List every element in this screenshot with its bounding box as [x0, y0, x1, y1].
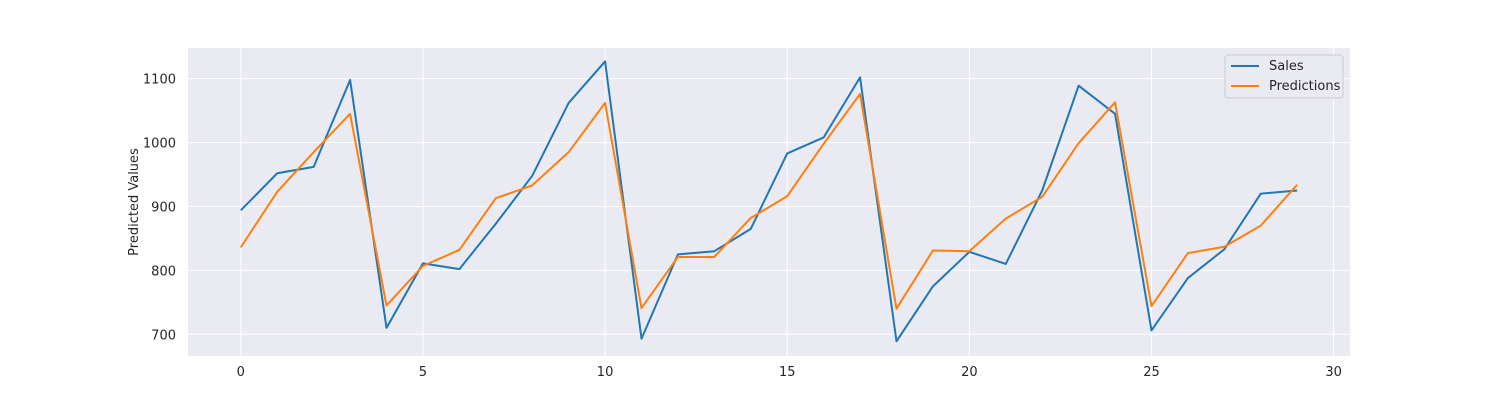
x-tick-label: 0 — [237, 365, 245, 380]
series-layer — [239, 60, 1298, 343]
legend: Sales Predictions — [1224, 54, 1344, 99]
series-line-sales — [240, 60, 1298, 343]
x-tick-label: 20 — [961, 365, 978, 380]
y-tick-labels: 700 800 900 1000 1100 — [143, 73, 176, 344]
x-tick-label: 15 — [779, 365, 796, 380]
y-tick-label: 900 — [151, 200, 176, 215]
x-tick-label: 25 — [1143, 365, 1160, 380]
y-tick-label: 1000 — [143, 137, 176, 152]
plot-area — [188, 48, 1350, 356]
legend-label-predictions: Predictions — [1269, 79, 1341, 94]
x-tick-label: 5 — [419, 365, 427, 380]
grid-lines — [188, 48, 1350, 356]
y-axis-label: Predicted Values — [127, 148, 142, 256]
legend-label-sales: Sales — [1269, 59, 1304, 74]
y-tick-label: 1100 — [143, 73, 176, 88]
series-line-predictions — [239, 93, 1298, 310]
y-tick-label: 800 — [151, 264, 176, 279]
x-tick-labels: 0 5 10 15 20 25 30 — [237, 365, 1342, 380]
x-tick-label: 10 — [597, 365, 614, 380]
y-tick-label: 700 — [151, 328, 176, 343]
x-tick-label: 30 — [1325, 365, 1342, 380]
